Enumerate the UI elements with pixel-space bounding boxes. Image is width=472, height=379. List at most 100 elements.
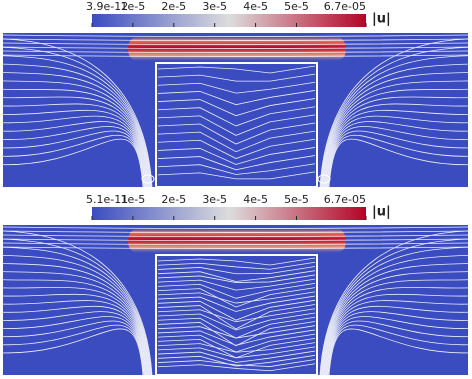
streamline	[2, 226, 469, 229]
streamline	[157, 270, 316, 282]
streamline	[319, 230, 469, 376]
streamline	[2, 238, 152, 376]
streamline	[2, 134, 144, 188]
streamline	[157, 350, 316, 363]
streamline	[2, 34, 469, 37]
streamline	[157, 321, 316, 347]
colorbar-tick-label: 4e-5	[243, 0, 268, 13]
streamline	[157, 359, 316, 367]
streamline	[157, 329, 316, 346]
streamline	[322, 271, 469, 376]
colorbar-tick-label: 5e-5	[284, 193, 309, 206]
streamline	[157, 138, 316, 159]
streamline	[2, 55, 152, 188]
streamline	[157, 261, 316, 270]
streamline	[157, 354, 316, 367]
vortex	[317, 174, 331, 184]
streamline	[325, 300, 469, 376]
streamline	[157, 98, 316, 117]
streamline	[323, 279, 469, 376]
streamline	[2, 63, 151, 188]
streamline	[322, 72, 469, 188]
streamline	[157, 73, 316, 82]
streamline	[322, 80, 469, 188]
streamline	[327, 130, 469, 188]
streamline	[157, 155, 316, 171]
streamline	[2, 246, 469, 249]
streamline	[2, 246, 152, 376]
colorbar	[92, 14, 366, 27]
streamline	[2, 271, 150, 376]
streamline	[157, 106, 316, 127]
streamline	[324, 103, 469, 188]
streamline	[2, 324, 144, 376]
colorbar-tick-label: 5e-5	[284, 0, 309, 13]
colorbar-tick-label: 3e-5	[202, 193, 227, 206]
streamline	[2, 320, 145, 376]
cavity-streamlines	[157, 65, 316, 180]
streamline	[157, 163, 316, 175]
streamline	[157, 299, 316, 321]
streamline	[320, 55, 469, 188]
streamline	[2, 72, 150, 188]
colorbar-tick-label: 1e-5	[121, 0, 146, 13]
streamline	[323, 287, 469, 376]
colorbar-title: |u|	[372, 205, 391, 220]
streamline	[157, 130, 316, 153]
streamline	[2, 254, 151, 376]
streamline	[157, 274, 316, 283]
streamline	[321, 254, 469, 376]
streamline	[157, 363, 316, 372]
streamline	[320, 46, 469, 188]
streamlines	[2, 226, 469, 376]
streamline	[2, 230, 469, 233]
streamline	[326, 126, 469, 188]
colorbar-tick-label: 6.7e-05	[324, 0, 366, 13]
streamline	[157, 122, 316, 145]
streamline	[2, 263, 150, 376]
streamline	[2, 279, 149, 376]
colorbar	[92, 207, 366, 220]
streamline	[2, 300, 147, 376]
streamline	[2, 103, 148, 188]
streamline	[157, 312, 316, 331]
colorbar-tick-label: 2e-5	[161, 193, 186, 206]
streamline	[2, 88, 149, 188]
streamlines	[2, 34, 469, 188]
streamline	[327, 320, 469, 376]
streamline	[323, 88, 469, 188]
streamline	[2, 46, 469, 49]
streamline	[157, 266, 316, 275]
streamline	[157, 308, 316, 323]
streamline	[2, 46, 152, 188]
colorbar-tick-label: 2e-5	[161, 0, 186, 13]
streamline	[321, 63, 469, 188]
streamline	[328, 328, 469, 376]
streamline	[157, 291, 316, 304]
streamline	[157, 90, 316, 106]
streamline	[157, 171, 316, 180]
streamline	[326, 121, 469, 188]
streamline	[2, 238, 469, 241]
colorbar-tick-label: 1e-5	[121, 193, 146, 206]
streamline	[157, 346, 316, 359]
streamline	[328, 134, 469, 188]
streamline	[2, 109, 147, 188]
streamline	[2, 38, 469, 41]
streamline	[2, 80, 150, 188]
streamline	[157, 287, 316, 308]
streamline	[320, 246, 469, 376]
streamline	[157, 147, 316, 165]
colorbar-title: |u|	[372, 12, 391, 27]
velocity-jet	[128, 228, 346, 254]
colorbar-tick-label: 3.9e-12	[86, 0, 128, 13]
streamline	[157, 282, 316, 299]
streamline	[2, 311, 146, 376]
streamline	[157, 304, 316, 330]
streamline	[157, 342, 316, 353]
streamline	[324, 293, 469, 376]
streamline	[2, 96, 149, 188]
streamline	[2, 115, 147, 188]
streamline	[2, 121, 146, 188]
streamline	[2, 38, 153, 188]
